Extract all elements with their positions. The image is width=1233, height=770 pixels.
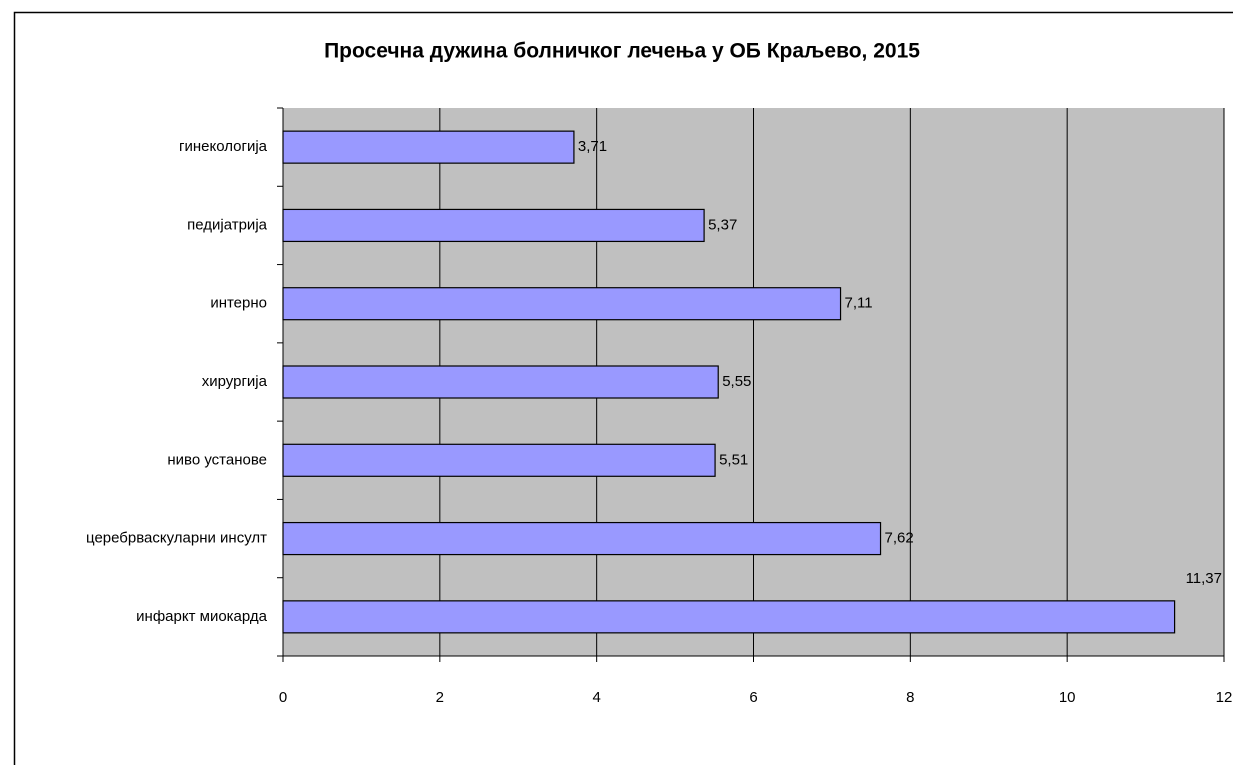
y-tick-label: инфаркт миокарда bbox=[136, 608, 267, 625]
y-tick-label: церебрваскуларни инсулт bbox=[86, 530, 267, 547]
bar bbox=[283, 601, 1175, 633]
x-tick-label: 0 bbox=[279, 689, 287, 706]
x-tick-label: 6 bbox=[749, 689, 757, 706]
y-tick-label: интерно bbox=[210, 295, 267, 312]
bar bbox=[283, 131, 574, 163]
x-tick-label: 2 bbox=[436, 689, 444, 706]
chart-title: Просечна дужина болничког лечења у ОБ Кр… bbox=[324, 40, 920, 63]
x-tick-label: 10 bbox=[1059, 689, 1076, 706]
value-label: 7,62 bbox=[885, 530, 914, 547]
bar bbox=[283, 288, 841, 320]
value-label: 3,71 bbox=[578, 138, 607, 155]
x-tick-label: 4 bbox=[592, 689, 600, 706]
value-label: 11,37 bbox=[1186, 570, 1222, 587]
y-tick-label: педијатрија bbox=[187, 216, 268, 233]
value-label: 5,37 bbox=[708, 216, 737, 233]
bar bbox=[283, 366, 718, 398]
y-tick-label: гинекологија bbox=[179, 138, 268, 155]
x-tick-label: 8 bbox=[906, 689, 914, 706]
bar bbox=[283, 523, 881, 555]
x-tick-label: 12 bbox=[1216, 689, 1233, 706]
value-label: 7,11 bbox=[845, 295, 873, 312]
bar bbox=[283, 209, 704, 241]
y-tick-label: хирургија bbox=[202, 373, 268, 390]
y-tick-label: ниво установе bbox=[167, 451, 267, 468]
value-label: 5,55 bbox=[722, 373, 751, 390]
bar bbox=[283, 444, 715, 476]
value-label: 5,51 bbox=[719, 451, 748, 468]
